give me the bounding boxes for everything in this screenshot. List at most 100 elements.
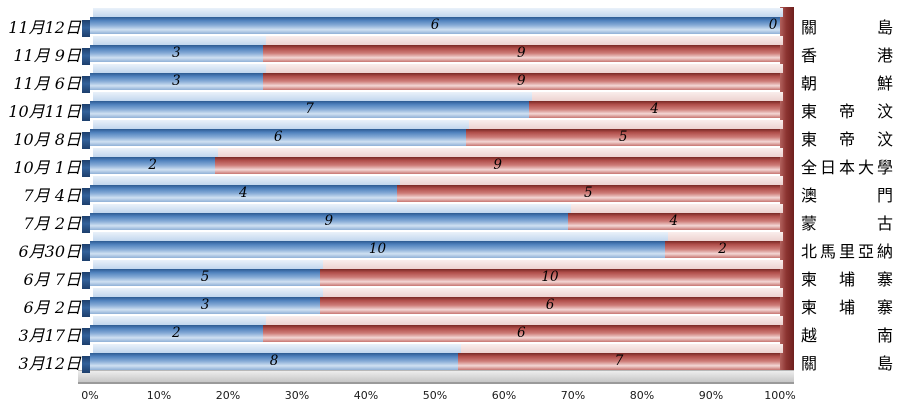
bar-top-face [93,92,783,101]
bar-value-blue: 4 [239,185,248,201]
bar-top-red [323,288,783,297]
x-tick-label: 100% [764,389,796,402]
bar-top-face [93,232,783,241]
opponent-label: 東帝汶 [801,102,893,121]
bar-top-blue [93,120,470,129]
x-tick-label: 60% [491,389,517,402]
bar-top-blue [93,288,323,297]
bar-value-red: 4 [669,213,679,229]
bar-left-cap-3d [82,328,90,345]
floor-3d [78,370,794,384]
bar-value-red: 10 [541,269,559,285]
opponent-label: 北馬里亞納 [801,242,893,261]
bar-left-cap-3d [82,272,90,289]
bar-row: 10 2 [82,232,783,261]
bar-value-blue: 3 [171,45,181,61]
bar-left-cap-3d [82,356,90,373]
bar-front-face [90,325,780,342]
category-date-label: 11月12日 [8,18,81,37]
bar-top-face [93,148,783,157]
bar-top-blue [93,148,219,157]
bar-segment-red [320,269,780,286]
bar-segment-blue [90,45,263,62]
bar-front-face [90,185,780,202]
bar-value-blue: 2 [148,157,158,173]
bar-top-face [93,176,783,185]
plot-area: 6 0 3 9 3 9 7 4 6 5 2 9 4 5 9 4 10 2 5 10 3 6 2 6 8 7 [82,0,783,380]
bar-top-blue [93,204,571,213]
bar-segment-red [458,353,780,370]
category-date-label: 6月 2日 [23,298,81,317]
bar-top-red [668,232,783,241]
bar-left-cap-3d [82,48,90,65]
category-date-label: 7月 4日 [23,186,81,205]
bar-segment-blue [90,353,458,370]
bar-top-red [461,344,783,353]
bar-segment-blue [90,185,397,202]
bar-top-red [469,120,783,129]
x-tick-label: 80% [629,389,655,402]
right-wall-3d [780,7,794,371]
date-axis: 11月12日 11月 9日 11月 6日 10月11日 10月 8日 10月 1日 7月 4… [0,0,84,380]
bar-value-red: 5 [584,185,593,201]
bar-value-red: 0 [768,17,778,33]
opponent-label: 越南 [801,326,893,345]
bar-segment-blue [90,241,665,258]
opponent-label: 澳門 [801,186,893,205]
bar-segment-red [665,241,780,258]
opponent-label: 香港 [801,46,893,65]
bar-top-blue [93,316,266,325]
bar-value-blue: 5 [200,269,210,285]
category-date-label: 6月30日 [18,242,81,261]
opponent-label: 柬埔寨 [801,298,893,317]
bar-segment-red [466,129,780,146]
category-date-label: 10月 1日 [13,158,81,177]
opponent-label: 蒙古 [801,214,893,233]
bar-left-cap-3d [82,160,90,177]
bar-value-blue: 9 [324,213,334,229]
category-date-label: 3月17日 [18,326,81,345]
bar-segment-blue [90,213,568,230]
bar-segment-blue [90,17,780,34]
bar-top-blue [93,232,668,241]
bar-value-red: 4 [650,101,659,117]
bar-segment-blue [90,73,263,90]
bar-front-face [90,17,780,34]
bar-value-red: 7 [614,353,624,369]
bar-value-red: 5 [618,129,628,145]
bar-top-face [93,120,783,129]
bar-value-red: 9 [493,157,503,173]
x-tick-label: 70% [560,389,586,402]
bar-value-blue: 3 [171,73,181,89]
category-date-label: 10月 8日 [13,130,81,149]
bar-segment-red [567,213,780,230]
x-tick-label: 90% [698,389,724,402]
bar-value-red: 6 [516,325,526,341]
bar-value-blue: 6 [430,17,440,33]
bar-top-red [265,316,783,325]
bar-value-red: 9 [516,73,526,89]
bar-top-red [265,64,783,73]
bar-segment-blue [90,297,320,314]
bar-top-red [218,148,783,157]
opponent-label: 關島 [801,18,893,37]
opponent-label: 關島 [801,354,893,373]
bar-segment-blue [90,101,530,118]
bar-segment-blue [90,129,467,146]
bar-front-face [90,241,780,258]
bar-segment-blue [90,325,263,342]
bar-value-red: 6 [545,297,555,313]
bar-value-blue: 6 [273,129,283,145]
bar-front-face [90,157,780,174]
bar-top-face [93,204,783,213]
bar-front-face [90,45,780,62]
bar-left-cap-3d [82,104,90,121]
bar-segment-blue [90,269,320,286]
